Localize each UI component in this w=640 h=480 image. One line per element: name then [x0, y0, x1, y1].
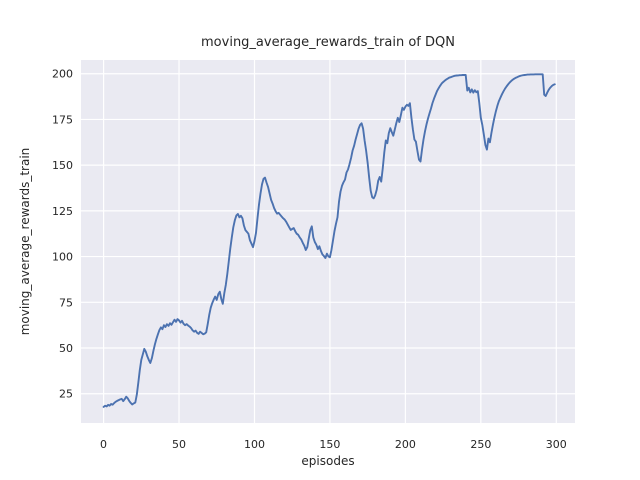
- x-tick-labels: 0 50 100 150 200 250 300: [100, 438, 567, 451]
- y-tick-label: 200: [52, 68, 73, 81]
- x-tick-label: 200: [395, 438, 416, 451]
- y-tick-label: 50: [59, 342, 73, 355]
- x-tick-label: 250: [470, 438, 491, 451]
- x-tick-label: 100: [244, 438, 265, 451]
- y-tick-label: 150: [52, 159, 73, 172]
- x-tick-label: 150: [319, 438, 340, 451]
- y-tick-label: 175: [52, 113, 73, 126]
- y-tick-label: 125: [52, 205, 73, 218]
- plot-area: [81, 60, 575, 423]
- chart-title: moving_average_rewards_train of DQN: [201, 35, 455, 50]
- series-line-moving-average-rewards: [102, 73, 556, 408]
- y-tick-labels: 25 50 75 100 125 150 175 200: [52, 68, 73, 401]
- y-tick-label: 25: [59, 388, 73, 401]
- y-tick-label: 100: [52, 251, 73, 264]
- x-tick-label: 300: [546, 438, 567, 451]
- y-axis-label: moving_average_rewards_train: [18, 148, 32, 336]
- x-tick-label: 50: [172, 438, 186, 451]
- x-tick-label: 0: [100, 438, 107, 451]
- x-axis-label: episodes: [301, 454, 354, 468]
- y-tick-label: 75: [59, 296, 73, 309]
